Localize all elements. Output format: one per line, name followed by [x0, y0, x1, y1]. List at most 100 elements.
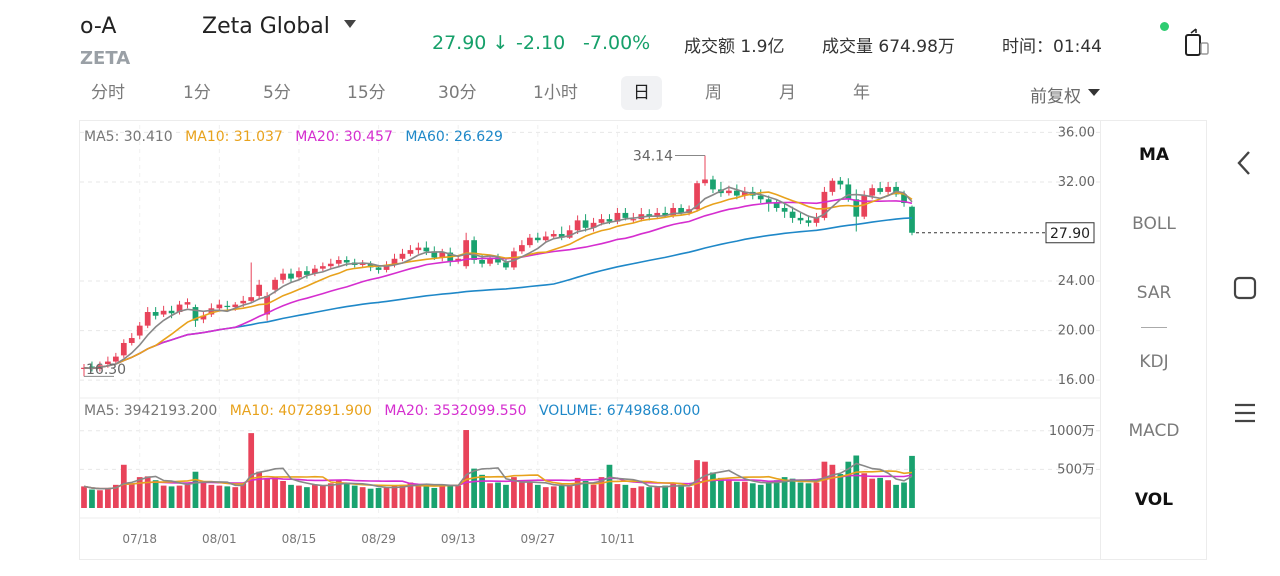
tab-30min[interactable]: 30分	[438, 83, 477, 103]
candle-body	[909, 206, 915, 233]
candle-body	[813, 217, 820, 223]
home-nav-icon[interactable]	[1232, 275, 1258, 301]
tab-1hour[interactable]: 1小时	[533, 83, 578, 103]
candle-body	[654, 212, 661, 217]
volume-bar	[885, 480, 891, 508]
price-tick-label: 36.00	[1058, 125, 1095, 140]
volume-bar	[200, 482, 207, 508]
candle-body	[582, 220, 589, 228]
candle-body	[519, 245, 525, 252]
vol-ma10-legend: MA10: 4072891.900	[230, 403, 372, 419]
candle-body	[407, 250, 414, 254]
max-price-label: 34.14	[633, 148, 673, 164]
volume-bar	[590, 484, 597, 508]
tab-month[interactable]: 月	[779, 83, 796, 103]
stock-ticker: ZETA	[80, 48, 131, 69]
volume-bar	[526, 482, 533, 508]
ma20-line	[83, 197, 913, 370]
tab-year[interactable]: 年	[853, 83, 870, 103]
candle-body	[741, 191, 748, 196]
stock-name[interactable]: Zeta Global	[202, 14, 330, 39]
candle-body	[845, 184, 852, 200]
volume-bar	[112, 484, 119, 508]
indicator-macd[interactable]: MACD	[1128, 421, 1180, 441]
candle-body	[248, 297, 255, 301]
price-tick-label: 20.00	[1058, 324, 1095, 339]
candle-body	[335, 260, 342, 264]
last-price-box	[1045, 222, 1095, 244]
indicator-boll[interactable]: BOLL	[1132, 214, 1176, 234]
time-label: 时间：	[1002, 37, 1053, 57]
volume-bar	[439, 484, 446, 508]
volume-bar	[566, 484, 573, 508]
volume-bar	[335, 480, 342, 508]
chart-grid	[80, 125, 1100, 519]
volume-ma-lines	[83, 462, 913, 490]
tab-intraday[interactable]: 分时	[91, 83, 125, 103]
volume-bar	[232, 487, 239, 508]
indicator-ma[interactable]: MA	[1138, 145, 1170, 165]
volume-bar	[519, 482, 525, 508]
candle-body	[877, 188, 884, 192]
volume-bar	[168, 486, 175, 508]
volume-bar	[160, 485, 167, 508]
candle-body	[526, 237, 533, 246]
x-tick-label: 10/11	[600, 532, 635, 546]
volume-bar	[765, 482, 772, 508]
candle-body	[184, 302, 191, 305]
volume-legend: MA5: 3942193.200 MA10: 4072891.900 MA20:…	[84, 403, 700, 419]
price-adjust-selector[interactable]: 前复权	[1030, 87, 1081, 107]
volume-bar	[319, 485, 326, 508]
volume-bar	[550, 486, 557, 508]
adjust-caret-icon[interactable]	[1088, 89, 1100, 96]
turnover-label: 成交额	[684, 37, 735, 57]
volume-bar	[495, 482, 501, 508]
candle-body	[710, 179, 716, 190]
volume-bar	[343, 482, 350, 508]
rotate-screen-icon[interactable]	[1182, 28, 1212, 58]
volume-bar	[869, 478, 876, 508]
tab-5min[interactable]: 5分	[263, 83, 291, 103]
candle-body	[511, 251, 517, 268]
candle-body	[487, 257, 493, 264]
tab-day[interactable]: 日	[621, 76, 662, 110]
volume-bar	[447, 485, 454, 508]
indicator-vol[interactable]: VOL	[1134, 490, 1174, 510]
volume-bar	[296, 485, 302, 508]
volume-bar	[399, 484, 406, 508]
candle-body	[479, 260, 485, 264]
volume-bar	[359, 487, 366, 508]
volume-bar	[853, 455, 860, 508]
back-nav-icon[interactable]	[1232, 150, 1258, 176]
tab-week[interactable]: 周	[705, 83, 722, 103]
candle-body	[128, 338, 135, 343]
volume-bar	[487, 483, 493, 508]
candle-body	[757, 195, 764, 200]
volume-tick-label: 1000万	[1049, 424, 1095, 439]
volume-bar	[646, 487, 653, 508]
candle-body	[861, 195, 868, 217]
volume-bar	[749, 483, 756, 508]
menu-nav-icon[interactable]	[1232, 400, 1258, 426]
tab-1min[interactable]: 1分	[183, 83, 211, 103]
tab-15min[interactable]: 15分	[347, 83, 386, 103]
vol-ma5-line	[83, 462, 913, 490]
stock-selector-caret-icon[interactable]	[344, 20, 356, 28]
volume-bar	[248, 433, 255, 508]
indicator-kdj[interactable]: KDJ	[1139, 352, 1169, 372]
volume-bar	[606, 464, 613, 508]
volume-bar	[877, 477, 884, 508]
candle-body	[264, 295, 270, 315]
volume-bar	[240, 483, 247, 508]
candle-body	[765, 199, 772, 204]
candle-body	[152, 312, 159, 316]
indicator-sar[interactable]: SAR	[1136, 283, 1172, 303]
candlestick-chart[interactable]: 34.14 36.00 32.00 24.00 20.00 16.00 1000万 500万…	[0, 0, 1100, 576]
volume-bar	[224, 486, 231, 508]
last-price: 27.90 ↓	[432, 32, 509, 54]
candle-body	[773, 203, 780, 208]
candle-body	[622, 212, 629, 218]
candle-body	[606, 219, 613, 222]
volume-value: 674.98万	[878, 37, 955, 57]
ma5-line	[83, 186, 913, 370]
